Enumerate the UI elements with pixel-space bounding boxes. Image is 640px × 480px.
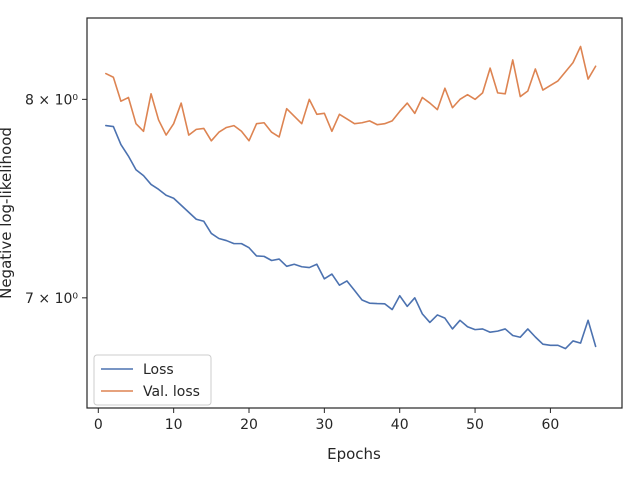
legend-label-val-loss: Val. loss — [143, 384, 200, 400]
series-line-val-loss — [105, 45, 597, 142]
series-line-loss — [105, 124, 597, 350]
y-tick-label: 7 × 10⁰ — [25, 291, 78, 307]
plot-frame — [86, 17, 623, 409]
plot-marks — [105, 45, 597, 350]
y-axis-ticks: 7 × 10⁰ 8 × 10⁰ — [25, 92, 87, 307]
legend: Loss Val. loss — [93, 354, 212, 406]
x-axis-ticks: 0 10 20 30 40 50 60 — [94, 408, 559, 433]
x-tick-label: 50 — [466, 417, 484, 433]
legend-box — [93, 354, 212, 406]
legend-label-loss: Loss — [143, 362, 174, 378]
x-axis-label: Epochs — [327, 445, 381, 463]
x-tick-label: 0 — [94, 417, 103, 433]
x-tick-label: 20 — [240, 417, 258, 433]
y-axis-label: Negative log-likelihood — [0, 127, 15, 299]
x-tick-label: 40 — [391, 417, 409, 433]
x-tick-label: 10 — [165, 417, 183, 433]
x-tick-label: 30 — [315, 417, 333, 433]
y-tick-label: 8 × 10⁰ — [25, 92, 78, 108]
x-tick-label: 60 — [542, 417, 560, 433]
